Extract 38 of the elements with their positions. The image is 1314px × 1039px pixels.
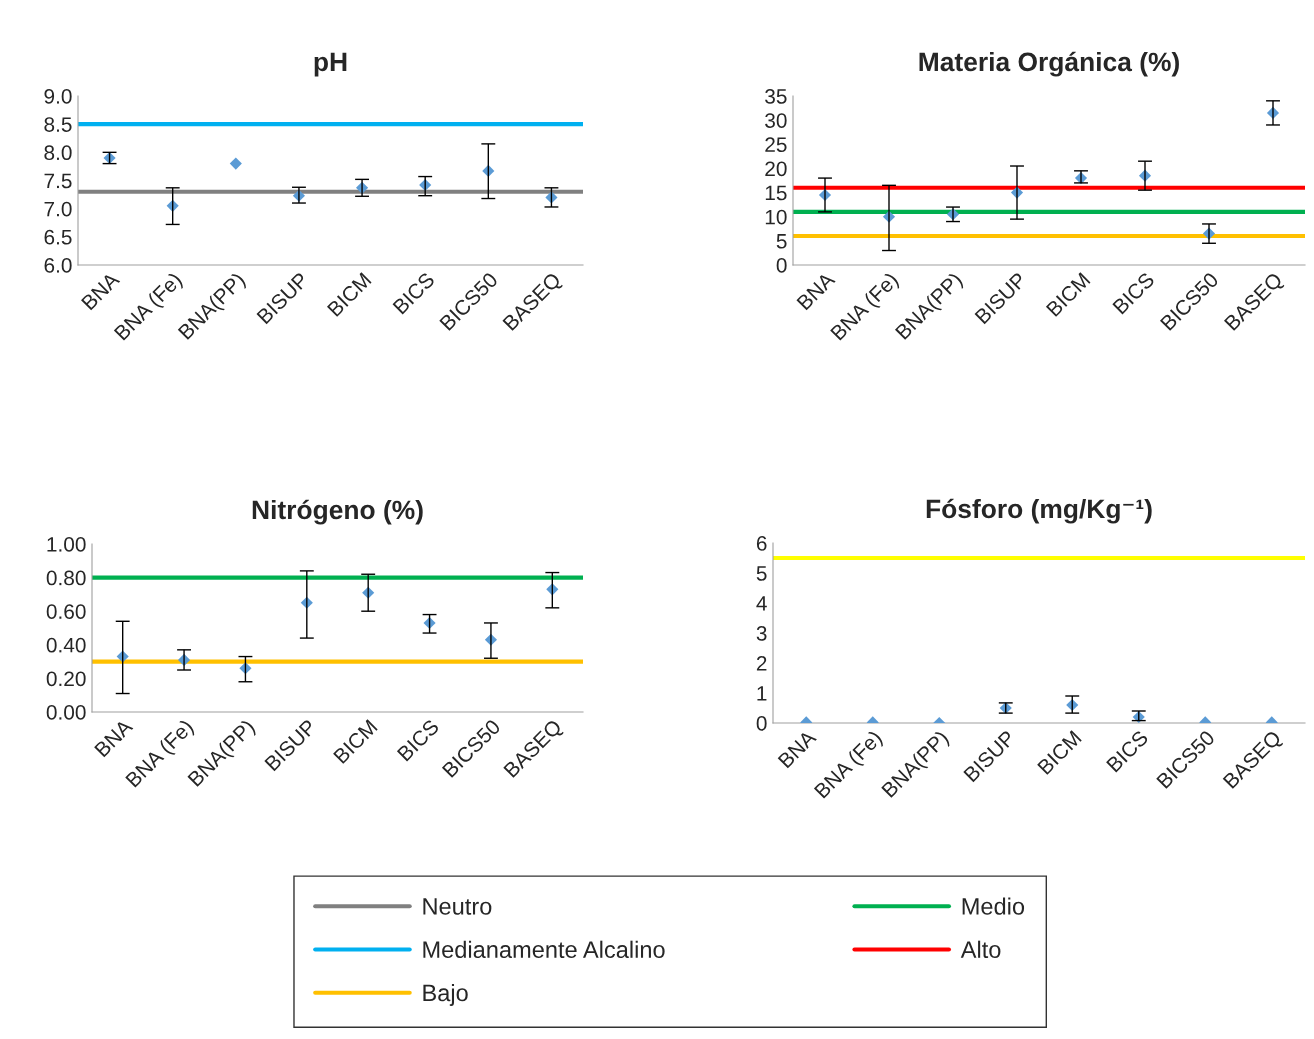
y-tick-label: 0 <box>776 258 787 273</box>
y-tick-label: 2 <box>756 656 767 671</box>
point <box>229 157 242 170</box>
y-tick-label: 5 <box>756 566 767 581</box>
chart-title: Fósforo (mg/Kg⁻¹) <box>926 498 1152 524</box>
y-tick-label: 35 <box>765 89 787 104</box>
y-tick-label: 1 <box>757 686 767 701</box>
legend-label: Medio <box>962 897 1025 915</box>
y-tick-label: 8.0 <box>44 145 72 161</box>
y-tick-label: 0.20 <box>46 671 86 687</box>
chart-title: Materia Orgánica (%) <box>919 51 1179 77</box>
y-tick-label: 0 <box>756 716 767 731</box>
y-tick-label: 1.00 <box>47 537 86 552</box>
y-tick-label: 10 <box>765 209 787 225</box>
y-tick-label: 0.80 <box>46 570 86 586</box>
y-tick-label: 4 <box>756 596 767 611</box>
y-tick-label: 30 <box>765 113 787 128</box>
legend-label: Alto <box>960 940 1001 959</box>
y-tick-label: 6.0 <box>44 258 72 273</box>
y-tick-label: 20 <box>765 161 787 177</box>
y-tick-label: 8.5 <box>44 117 72 132</box>
y-tick-label: 15 <box>765 185 787 201</box>
y-tick-label: 7.0 <box>44 201 72 217</box>
legend-label: Medianamente Alcalino <box>423 940 665 959</box>
y-tick-label: 3 <box>756 626 767 641</box>
y-tick-label: 25 <box>765 137 787 153</box>
y-tick-label: 6.5 <box>44 229 72 245</box>
y-tick-label: 0.40 <box>46 637 86 653</box>
y-tick-label: 0.00 <box>46 705 86 720</box>
y-tick-label: 0.60 <box>46 604 86 619</box>
y-tick-label: 6 <box>756 536 767 551</box>
y-tick-label: 7.5 <box>44 173 72 189</box>
y-tick-label: 9.0 <box>44 89 72 104</box>
chart-title: pH <box>314 52 347 77</box>
chart-title: Nitrógeno (%) <box>252 499 423 525</box>
legend-label: Bajo <box>423 983 468 1006</box>
y-tick-label: 5 <box>776 234 787 249</box>
legend-label: Neutro <box>423 898 492 915</box>
